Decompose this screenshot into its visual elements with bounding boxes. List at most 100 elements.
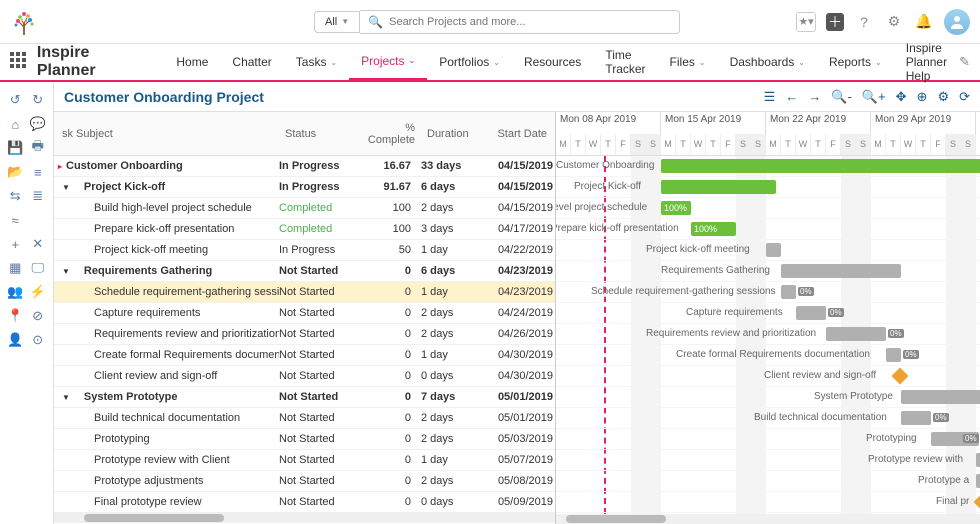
proj-tool[interactable]: ☰	[764, 89, 776, 105]
gantt-bar[interactable]	[901, 411, 931, 425]
task-row[interactable]: Requirements review and prioritizationNo…	[54, 324, 555, 345]
gantt-bar[interactable]: 100%	[691, 222, 736, 236]
rail-icon[interactable]: ▦	[7, 260, 23, 276]
gantt-bar[interactable]	[886, 348, 901, 362]
pct-badge: 0%	[933, 413, 949, 422]
rail-icon[interactable]: ✕	[30, 236, 46, 252]
col-subject[interactable]: sk Subject	[54, 128, 279, 140]
gantt-bar[interactable]	[976, 474, 980, 488]
search-scope-dropdown[interactable]: All▼	[314, 11, 360, 33]
task-row[interactable]: Project kick-off meetingIn Progress501 d…	[54, 240, 555, 261]
task-row[interactable]: Prepare kick-off presentationCompleted10…	[54, 219, 555, 240]
rail-icon[interactable]: 📍	[7, 308, 23, 324]
rail-icon[interactable]: ⇆	[7, 188, 23, 204]
task-row[interactable]: Create formal Requirements documentati…N…	[54, 345, 555, 366]
rail-icon[interactable]: 🖵	[30, 260, 46, 276]
nav-inspire-planner-help[interactable]: Inspire Planner Help	[894, 43, 959, 81]
project-header: Customer Onboarding Project ☰ ← → 🔍- 🔍+ ✥ ⊕ ⚙ ⟳	[54, 82, 980, 112]
nav-dashboards[interactable]: Dashboards⌄	[718, 43, 817, 81]
task-row[interactable]: ▼System PrototypeNot Started07 days05/01…	[54, 387, 555, 408]
task-row[interactable]: ▼Requirements GatheringNot Started06 day…	[54, 261, 555, 282]
gantt-row: level project schedule100%	[556, 198, 980, 219]
task-row[interactable]: Client review and sign-offNot Started00 …	[54, 366, 555, 387]
task-row[interactable]: Prototype review with ClientNot Started0…	[54, 450, 555, 471]
proj-tool[interactable]: ⚙	[937, 89, 949, 105]
notifications-icon[interactable]: 🔔	[914, 12, 934, 32]
col-duration[interactable]: Duration	[421, 128, 483, 140]
rail-icon[interactable]: ≡	[30, 164, 46, 180]
task-row[interactable]: Build technical documentationNot Started…	[54, 408, 555, 429]
milestone-diamond[interactable]	[892, 368, 909, 385]
rail-icon[interactable]: ≈	[7, 212, 23, 228]
search-input[interactable]	[389, 16, 671, 28]
col-complete[interactable]: % Complete	[351, 122, 421, 146]
gantt-bar[interactable]	[826, 327, 886, 341]
rail-icon[interactable]: 📂	[7, 164, 23, 180]
task-row[interactable]: Capture requirementsNot Started02 days04…	[54, 303, 555, 324]
rail-icon[interactable]: 💾	[7, 140, 23, 156]
rail-icon[interactable]: ⊙	[30, 332, 46, 348]
nav-projects[interactable]: Projects⌄	[349, 43, 427, 81]
project-title: Customer Onboarding Project	[64, 89, 264, 105]
task-row[interactable]: Build high-level project scheduleComplet…	[54, 198, 555, 219]
user-avatar[interactable]	[944, 9, 970, 35]
nav-tasks[interactable]: Tasks⌄	[284, 43, 349, 81]
rail-icon[interactable]: ⌂	[7, 116, 23, 132]
task-row[interactable]: ▸Customer OnboardingIn Progress16.6733 d…	[54, 156, 555, 177]
gantt-bar[interactable]	[661, 159, 980, 173]
setup-gear-icon[interactable]: ⚙	[884, 12, 904, 32]
edit-nav-icon[interactable]: ✎	[959, 54, 970, 70]
proj-tool[interactable]: ⟳	[959, 89, 970, 105]
nav-reports[interactable]: Reports⌄	[817, 43, 894, 81]
nav-home[interactable]: Home	[164, 43, 220, 81]
rail-icon[interactable]: 🖶	[30, 140, 46, 156]
milestone-diamond[interactable]	[974, 494, 980, 511]
proj-tool[interactable]: 🔍+	[862, 89, 886, 105]
favorites-icon[interactable]: ★▾	[796, 12, 816, 32]
proj-tool[interactable]: ←	[785, 89, 798, 105]
rail-icon[interactable]: ⚡	[30, 284, 46, 300]
task-row[interactable]: Schedule requirement-gathering sessionsN…	[54, 282, 555, 303]
rail-icon[interactable]: 👤	[7, 332, 23, 348]
app-launcher-icon[interactable]	[10, 52, 27, 72]
gantt-bar[interactable]	[781, 264, 901, 278]
gantt-bar[interactable]	[976, 453, 980, 467]
add-icon[interactable]: ＋	[826, 13, 844, 31]
chevron-down-icon: ⌄	[699, 58, 706, 67]
task-row[interactable]: Final prototype reviewNot Started00 days…	[54, 492, 555, 513]
rail-icon[interactable]: ↻	[30, 92, 46, 108]
rail-icon[interactable]	[30, 212, 46, 228]
nav-portfolios[interactable]: Portfolios⌄	[427, 43, 512, 81]
gantt-bar[interactable]: 100%	[661, 201, 691, 215]
gantt-bar[interactable]	[766, 243, 781, 257]
gantt-bar[interactable]	[796, 306, 826, 320]
proj-tool[interactable]: ✥	[896, 89, 907, 105]
task-row[interactable]: ▼Project Kick-offIn Progress91.676 days0…	[54, 177, 555, 198]
gantt-bar[interactable]	[661, 180, 776, 194]
cell-subject: Prototype review with Client	[54, 454, 279, 466]
gantt-hscroll[interactable]	[556, 514, 980, 524]
proj-tool[interactable]: ⊕	[917, 89, 928, 105]
rail-icon[interactable]: ≣	[30, 188, 46, 204]
rail-icon[interactable]: +	[7, 236, 23, 252]
proj-tool[interactable]: 🔍-	[831, 89, 852, 105]
gantt-bar[interactable]	[781, 285, 796, 299]
rail-icon[interactable]: 💬	[30, 116, 46, 132]
proj-tool[interactable]: →	[808, 89, 821, 105]
gantt-body[interactable]: Customer OnboardingProject Kick-offlevel…	[556, 156, 980, 514]
help-icon[interactable]: ?	[854, 12, 874, 32]
rail-icon[interactable]: ↺	[7, 92, 23, 108]
search-box[interactable]: 🔍	[360, 10, 680, 34]
nav-chatter[interactable]: Chatter	[220, 43, 283, 81]
col-startdate[interactable]: Start Date	[483, 128, 553, 140]
rail-icon[interactable]: 👥	[7, 284, 23, 300]
col-status[interactable]: Status	[279, 128, 351, 140]
rail-icon[interactable]: ⊘	[30, 308, 46, 324]
gantt-bar[interactable]	[901, 390, 980, 404]
nav-time-tracker[interactable]: Time Tracker	[593, 43, 657, 81]
task-row[interactable]: PrototypingNot Started02 days05/03/2019	[54, 429, 555, 450]
nav-resources[interactable]: Resources	[512, 43, 593, 81]
nav-files[interactable]: Files⌄	[658, 43, 718, 81]
task-row[interactable]: Prototype adjustmentsNot Started02 days0…	[54, 471, 555, 492]
grid-hscroll[interactable]	[54, 513, 555, 523]
